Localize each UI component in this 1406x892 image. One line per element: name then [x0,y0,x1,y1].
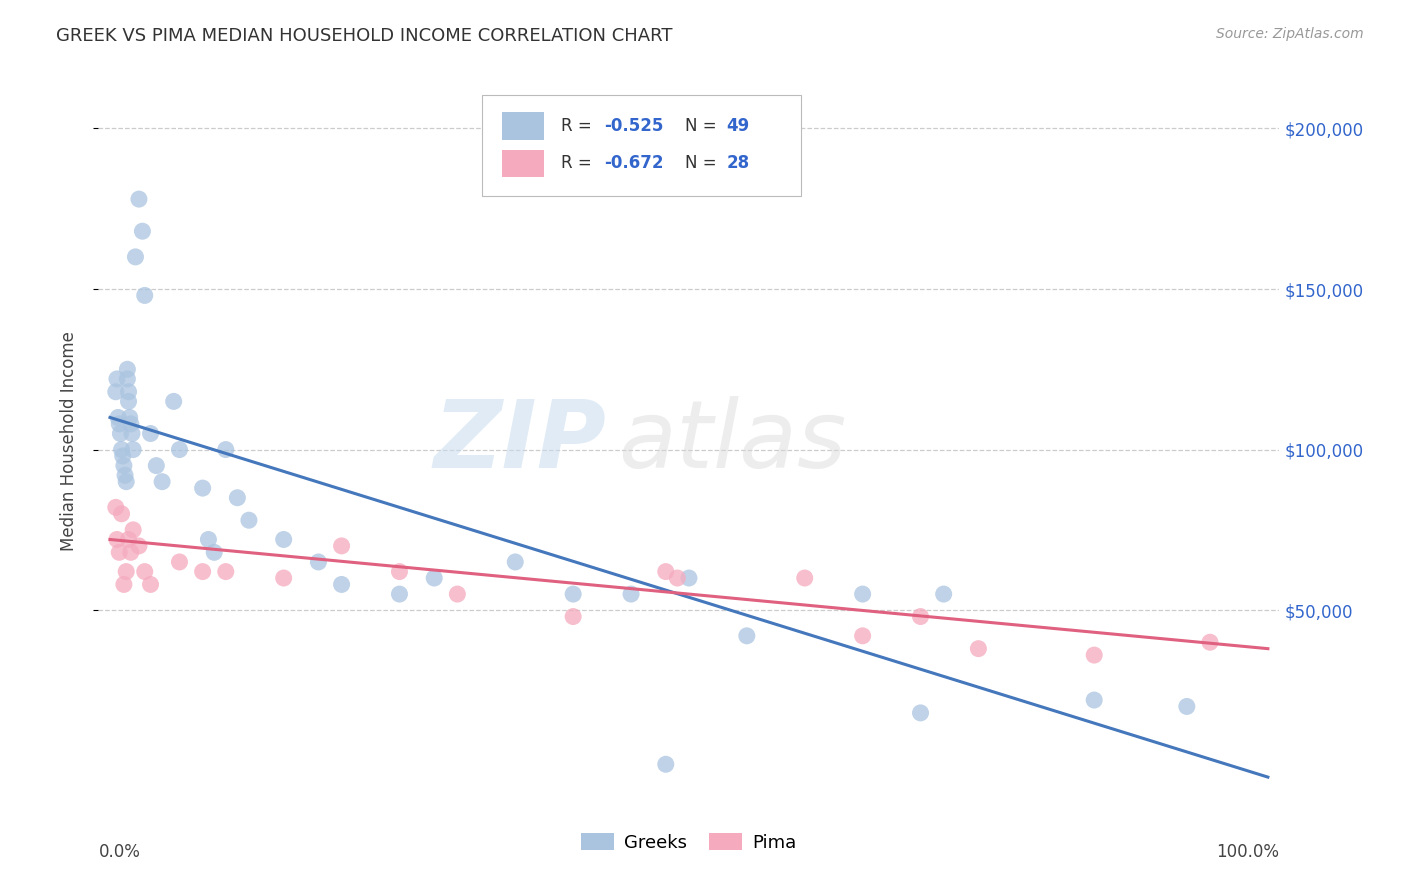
Point [139,577,162,591]
Point [503,555,526,569]
Point [620,587,643,601]
Text: 0.0%: 0.0% [98,843,141,861]
Point [423,571,446,585]
Point [110,426,132,441]
Point [104,500,127,515]
Point [446,587,468,601]
Point [117,533,139,547]
Point [388,565,411,579]
Point [118,410,141,425]
Point [1175,699,1198,714]
Point [108,417,131,431]
Point [967,641,990,656]
Text: atlas: atlas [619,396,846,487]
Point [330,577,353,591]
Point [388,587,411,601]
Point [108,545,131,559]
Text: GREEK VS PIMA MEDIAN HOUSEHOLD INCOME CORRELATION CHART: GREEK VS PIMA MEDIAN HOUSEHOLD INCOME CO… [56,27,672,45]
Point [655,757,678,772]
Point [122,523,145,537]
Point [112,458,135,473]
Point [111,449,134,463]
Point [273,533,295,547]
Point [117,372,139,386]
Text: N =: N = [685,117,723,135]
Text: ZIP: ZIP [433,395,606,488]
Point [105,533,128,547]
Point [238,513,260,527]
Point [910,609,932,624]
Point [128,539,150,553]
Point [852,629,875,643]
Point [120,545,142,559]
Point [932,587,955,601]
Point [793,571,815,585]
Point [134,565,156,579]
Point [110,442,132,457]
Point [120,417,142,431]
Point [105,372,128,386]
Point [128,192,150,206]
Point [678,571,700,585]
Point [124,250,146,264]
Point [273,571,295,585]
Point [107,410,129,425]
Point [735,629,758,643]
Text: R =: R = [561,117,598,135]
Point [226,491,249,505]
Point [307,555,329,569]
Text: -0.525: -0.525 [605,117,664,135]
Point [110,507,132,521]
Text: -0.672: -0.672 [605,154,664,172]
Point [197,533,219,547]
Point [117,384,139,399]
Point [202,545,225,559]
Point [562,609,585,624]
Point [191,565,214,579]
FancyBboxPatch shape [482,95,801,196]
Legend: Greeks, Pima: Greeks, Pima [574,826,804,859]
Text: 100.0%: 100.0% [1216,843,1279,861]
Text: R =: R = [561,154,598,172]
Text: 49: 49 [727,117,749,135]
Point [852,587,875,601]
Point [215,565,238,579]
Point [562,587,585,601]
Point [117,362,139,376]
Point [150,475,173,489]
Point [169,442,191,457]
Y-axis label: Median Household Income: Median Household Income [59,332,77,551]
Point [330,539,353,553]
Point [215,442,238,457]
Point [131,224,153,238]
Point [115,475,138,489]
Point [163,394,186,409]
Text: N =: N = [685,154,723,172]
Point [169,555,191,569]
Point [655,565,678,579]
Point [104,384,127,399]
Point [191,481,214,495]
Point [112,577,135,591]
Point [1083,648,1105,662]
Text: Source: ZipAtlas.com: Source: ZipAtlas.com [1216,27,1364,41]
FancyBboxPatch shape [502,112,544,139]
Text: 28: 28 [727,154,749,172]
Point [134,288,156,302]
Point [1083,693,1105,707]
Point [115,565,138,579]
Point [122,442,145,457]
Point [114,468,136,483]
Point [1199,635,1222,649]
Point [910,706,932,720]
Point [145,458,167,473]
Point [139,426,162,441]
FancyBboxPatch shape [502,150,544,178]
Point [117,394,139,409]
Point [666,571,689,585]
Point [121,426,143,441]
